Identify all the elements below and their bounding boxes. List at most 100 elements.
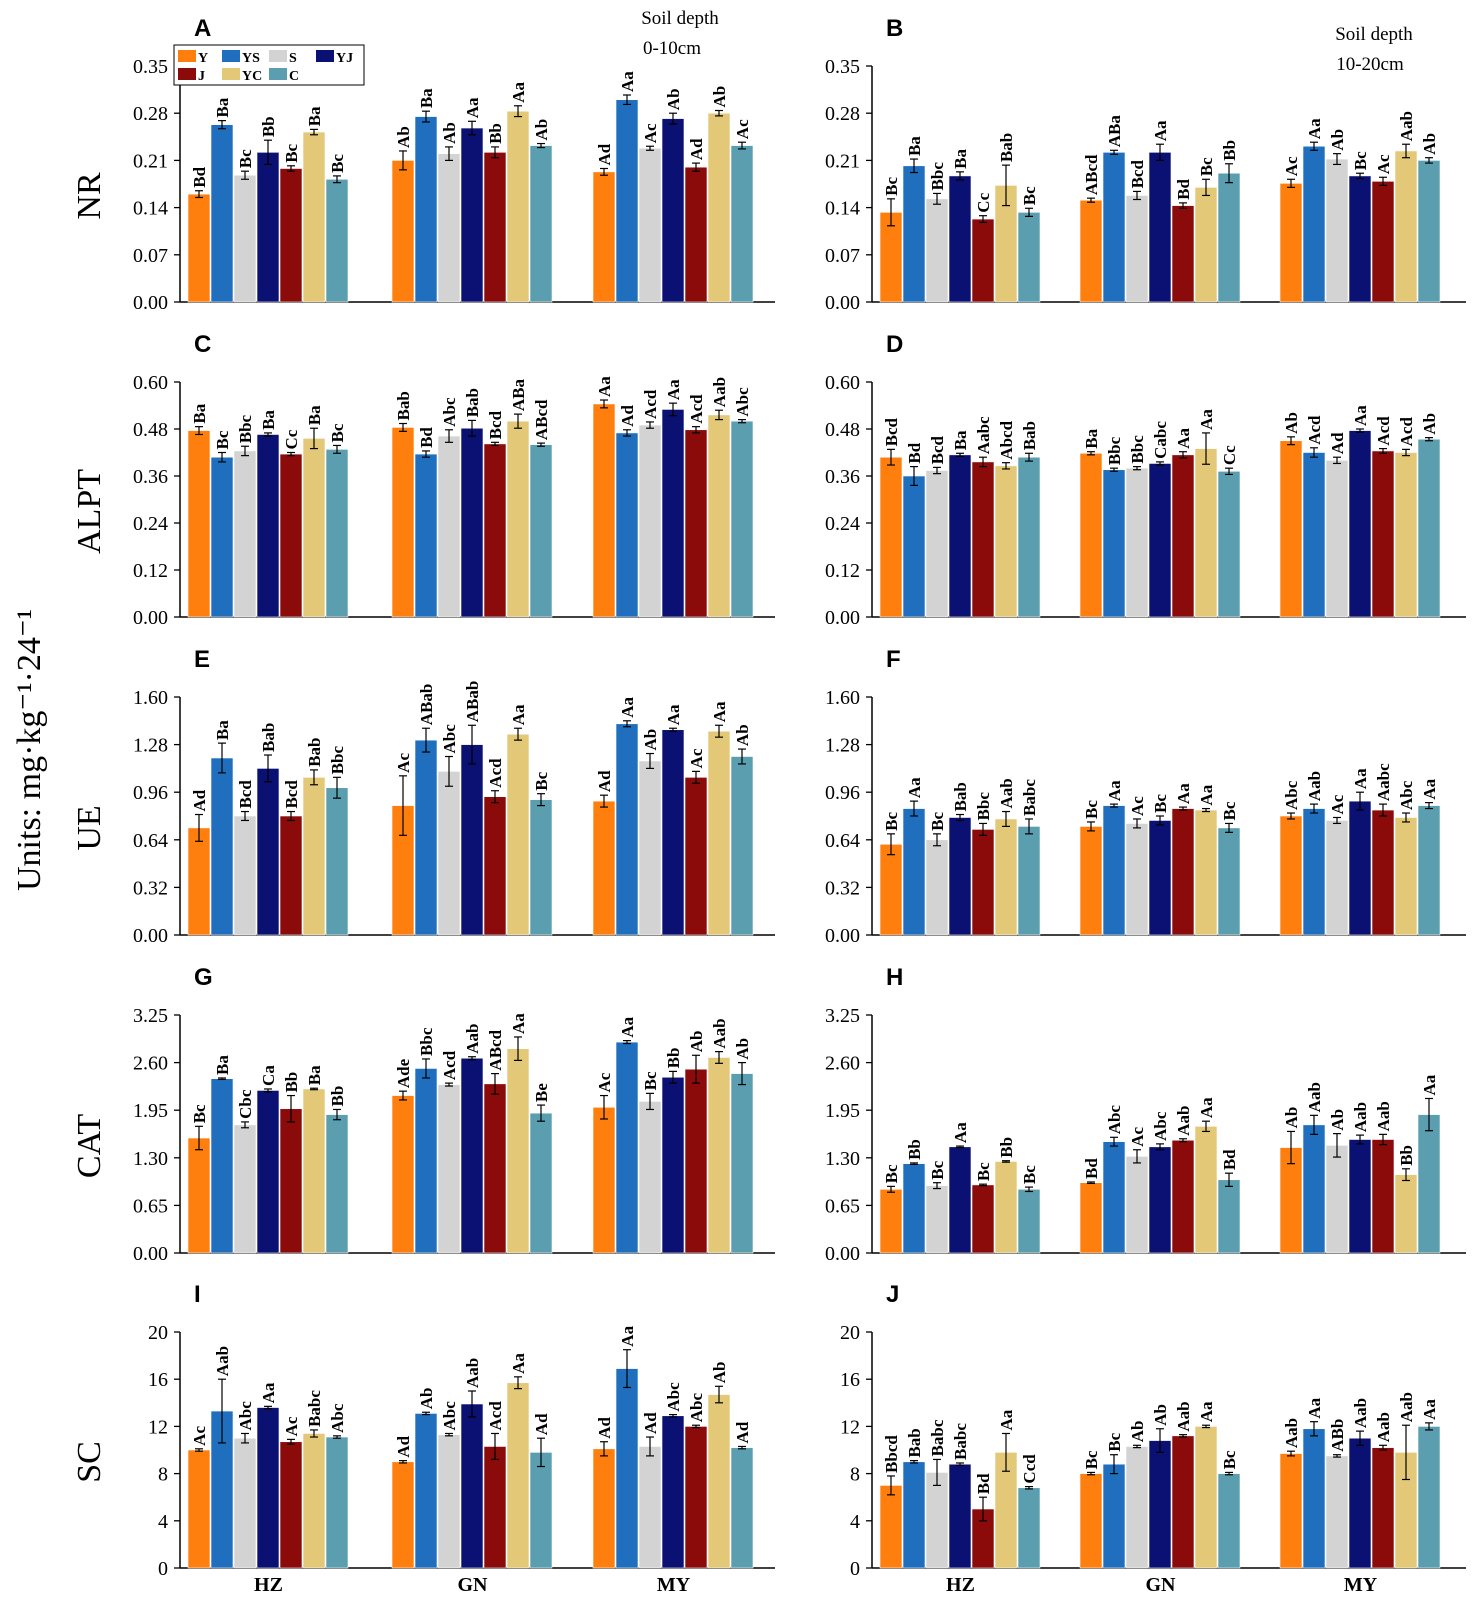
significance-letter: Ab	[687, 1031, 706, 1053]
bar-GN-YJ	[460, 127, 484, 303]
bar-GN-Y	[391, 1095, 415, 1254]
legend-swatch-YC	[222, 68, 240, 80]
y-tick-label: 12	[840, 1416, 860, 1438]
bar-HZ-YC	[302, 438, 326, 618]
significance-letter: Aa	[1151, 120, 1170, 141]
significance-letter: Bbcd	[882, 1435, 901, 1473]
bar-GN-S	[1125, 1446, 1149, 1569]
bar-MY-J	[684, 1426, 708, 1569]
bar-MY-Y	[1279, 183, 1303, 303]
bar-GN-Y	[1079, 1182, 1103, 1254]
bar-MY-YS	[615, 432, 639, 618]
bar-GN-YS	[1102, 469, 1126, 618]
bar-MY-YJ	[1348, 1139, 1372, 1254]
bar-MY-J	[1371, 450, 1395, 618]
significance-letter: Aa	[509, 1353, 528, 1374]
bar-MY-YS	[1302, 452, 1326, 618]
bar-HZ-C	[325, 1436, 349, 1569]
significance-letter: Bbc	[928, 162, 947, 191]
bar-MY-C	[1417, 805, 1441, 936]
significance-letter: Ab	[733, 724, 752, 746]
bar-GN-S	[437, 153, 461, 303]
bar-MY-Y	[592, 800, 616, 936]
significance-letter: Bc	[882, 1164, 901, 1183]
bar-HZ-J	[279, 453, 303, 618]
bar-GN-YC	[506, 110, 530, 303]
significance-letter: Aab	[1351, 1398, 1370, 1428]
bar-MY-YJ	[1348, 430, 1372, 618]
x-tick-label-GN: GN	[1146, 1574, 1177, 1596]
y-tick-label: 3.25	[133, 1005, 168, 1027]
bar-HZ-J	[279, 1441, 303, 1569]
bar-GN-J	[1171, 454, 1195, 618]
bar-GN-J	[483, 152, 507, 303]
bar-GN-Y	[1079, 199, 1103, 303]
bar-GN-J	[1171, 1139, 1195, 1254]
bar-GN-YJ	[1148, 1440, 1172, 1569]
bar-HZ-C	[325, 449, 349, 618]
significance-letter: Bd	[974, 1473, 993, 1494]
bar-MY-S	[638, 147, 662, 303]
significance-letter: Ad	[394, 1435, 413, 1457]
bar-GN-YJ	[1148, 152, 1172, 303]
significance-letter: Ba	[905, 136, 924, 156]
significance-letter: Aab	[463, 1358, 482, 1388]
significance-letter: Bc	[1082, 800, 1101, 819]
significance-letter: Bb	[259, 116, 278, 137]
significance-letter: Aa	[997, 1409, 1016, 1430]
y-tick-label: 0.60	[133, 372, 168, 394]
x-tick-label-MY: MY	[657, 1574, 691, 1596]
bar-GN-YJ	[1148, 463, 1172, 618]
legend-label-YC: YC	[242, 69, 262, 84]
bar-HZ-YC	[994, 465, 1018, 618]
significance-letter: Acd	[1374, 416, 1393, 446]
bar-HZ-S	[233, 815, 257, 936]
bar-MY-YJ	[1348, 1437, 1372, 1569]
significance-letter: Bd	[1174, 179, 1193, 200]
bar-HZ-YS	[902, 475, 926, 618]
significance-letter: Bd	[1082, 1158, 1101, 1179]
bar-HZ-YJ	[948, 1463, 972, 1569]
significance-letter: Aa	[618, 71, 637, 92]
bar-HZ-YS	[210, 456, 234, 618]
bar-GN-C	[529, 1452, 553, 1569]
significance-letter: Ac	[190, 1426, 209, 1446]
y-tick-label: 1.60	[825, 687, 860, 709]
significance-letter: Ab	[1282, 1107, 1301, 1129]
y-tick-label: 0.00	[825, 1243, 860, 1265]
significance-letter: Ab	[641, 729, 660, 751]
bar-GN-C	[529, 444, 553, 618]
significance-letter: Aa	[259, 1382, 278, 1403]
y-tick-label: 0.96	[133, 782, 168, 804]
significance-letter: Aa	[595, 376, 614, 397]
bar-MY-C	[730, 1073, 754, 1254]
y-axis-label: CAT	[71, 1114, 108, 1178]
significance-letter: Ba	[417, 88, 436, 108]
significance-letter: Bc	[1020, 186, 1039, 205]
bar-GN-YS	[1102, 805, 1126, 936]
legend-swatch-YS	[222, 50, 240, 62]
significance-letter: Aa	[1197, 784, 1216, 805]
significance-letter: Abc	[440, 1401, 459, 1431]
bar-MY-S	[638, 1101, 662, 1254]
significance-letter: Bc	[1197, 157, 1216, 176]
y-tick-label: 1.95	[133, 1100, 168, 1122]
significance-letter: Bc	[1351, 151, 1370, 170]
bar-HZ-J	[971, 461, 995, 618]
y-tick-label: 1.60	[133, 687, 168, 709]
bar-MY-YC	[707, 1057, 731, 1254]
bar-GN-YS	[414, 1413, 438, 1569]
significance-letter: Ac	[1374, 154, 1393, 174]
significance-letter: Bc	[1220, 1450, 1239, 1469]
bar-MY-YS	[1302, 1428, 1326, 1569]
bar-MY-J	[684, 166, 708, 303]
significance-letter: Be	[532, 1083, 551, 1102]
significance-letter: Ad	[733, 1421, 752, 1443]
y-tick-label: 0.36	[825, 466, 860, 488]
panel-E: 0.000.320.640.961.281.60EUEAdBaBcdBabBcd…	[71, 646, 775, 947]
significance-letter: Aa	[618, 1325, 637, 1346]
bar-HZ-YJ	[256, 768, 280, 936]
